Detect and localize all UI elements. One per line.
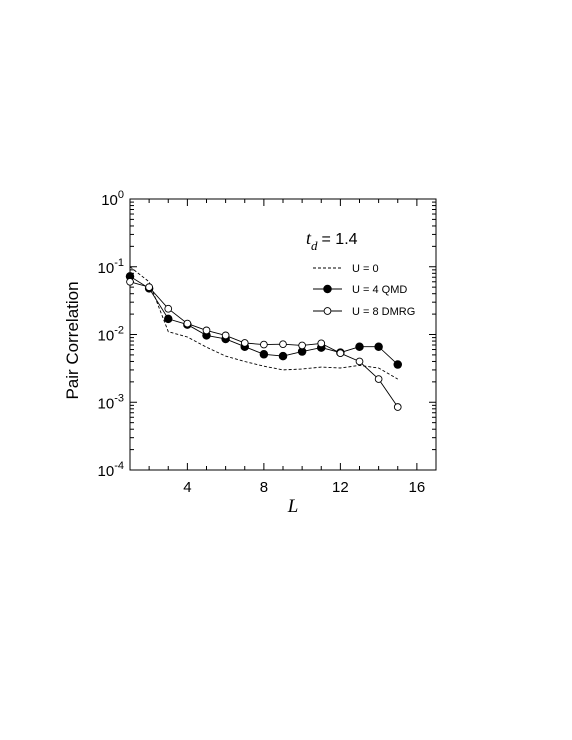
data-point-1 <box>393 360 403 369</box>
data-point-1 <box>278 351 288 361</box>
x-tick-label: 8 <box>260 479 268 496</box>
data-point-2 <box>260 340 268 349</box>
y-tick-label: 10-3 <box>98 392 124 412</box>
legend-marker-1 <box>323 284 332 294</box>
data-point-2 <box>202 326 211 335</box>
data-point-2 <box>317 339 326 348</box>
data-point-2 <box>336 349 345 358</box>
data-point-1 <box>355 342 364 351</box>
data-point-2 <box>298 341 306 350</box>
legend-label-2: U = 8 DMRG <box>352 306 415 318</box>
x-tick-label: 12 <box>332 479 349 496</box>
legend-label-0: U = 0 <box>352 263 379 275</box>
y-tick-base: 10 <box>101 192 118 209</box>
y-tick-exponent: -1 <box>114 257 124 269</box>
y-tick-label: 10-1 <box>98 257 124 277</box>
y-tick-label: 10-4 <box>98 460 124 480</box>
x-tick-label: 16 <box>409 479 426 496</box>
y-tick-label: 100 <box>101 189 124 209</box>
data-point-2 <box>126 277 134 286</box>
annotation-subscript: d <box>311 238 318 253</box>
data-point-2 <box>279 340 287 349</box>
y-tick-base: 10 <box>98 260 115 277</box>
y-tick-base: 10 <box>98 395 115 412</box>
x-axis-label: L <box>287 496 299 517</box>
data-point-1 <box>163 314 173 324</box>
legend-marker-2 <box>323 307 332 315</box>
annotation-symbol: t <box>306 228 312 248</box>
data-point-2 <box>355 357 364 366</box>
data-point-2 <box>183 319 192 328</box>
x-tick-label: 4 <box>183 479 191 496</box>
y-tick-exponent: -4 <box>114 460 124 472</box>
y-tick-label: 10-2 <box>98 325 124 345</box>
legend-label-1: U = 4 QMD <box>352 284 407 296</box>
data-point-2 <box>374 375 383 383</box>
data-point-2 <box>221 331 230 340</box>
y-tick-base: 10 <box>98 328 115 345</box>
y-tick-exponent: -3 <box>114 392 124 404</box>
y-tick-exponent: -2 <box>114 325 124 337</box>
y-tick-base: 10 <box>98 463 115 480</box>
y-tick-exponent: 0 <box>118 189 124 201</box>
data-point-2 <box>145 283 153 291</box>
data-point-1 <box>259 350 269 359</box>
data-point-2 <box>393 403 402 411</box>
data-point-2 <box>164 304 173 313</box>
y-axis-label: Pair Correlation <box>63 281 82 399</box>
data-point-2 <box>240 339 249 347</box>
annotation-value: = 1.4 <box>322 231 358 248</box>
annotation-td: td = 1.4 <box>306 228 358 253</box>
plot-frame <box>129 198 437 471</box>
data-point-1 <box>374 342 383 351</box>
